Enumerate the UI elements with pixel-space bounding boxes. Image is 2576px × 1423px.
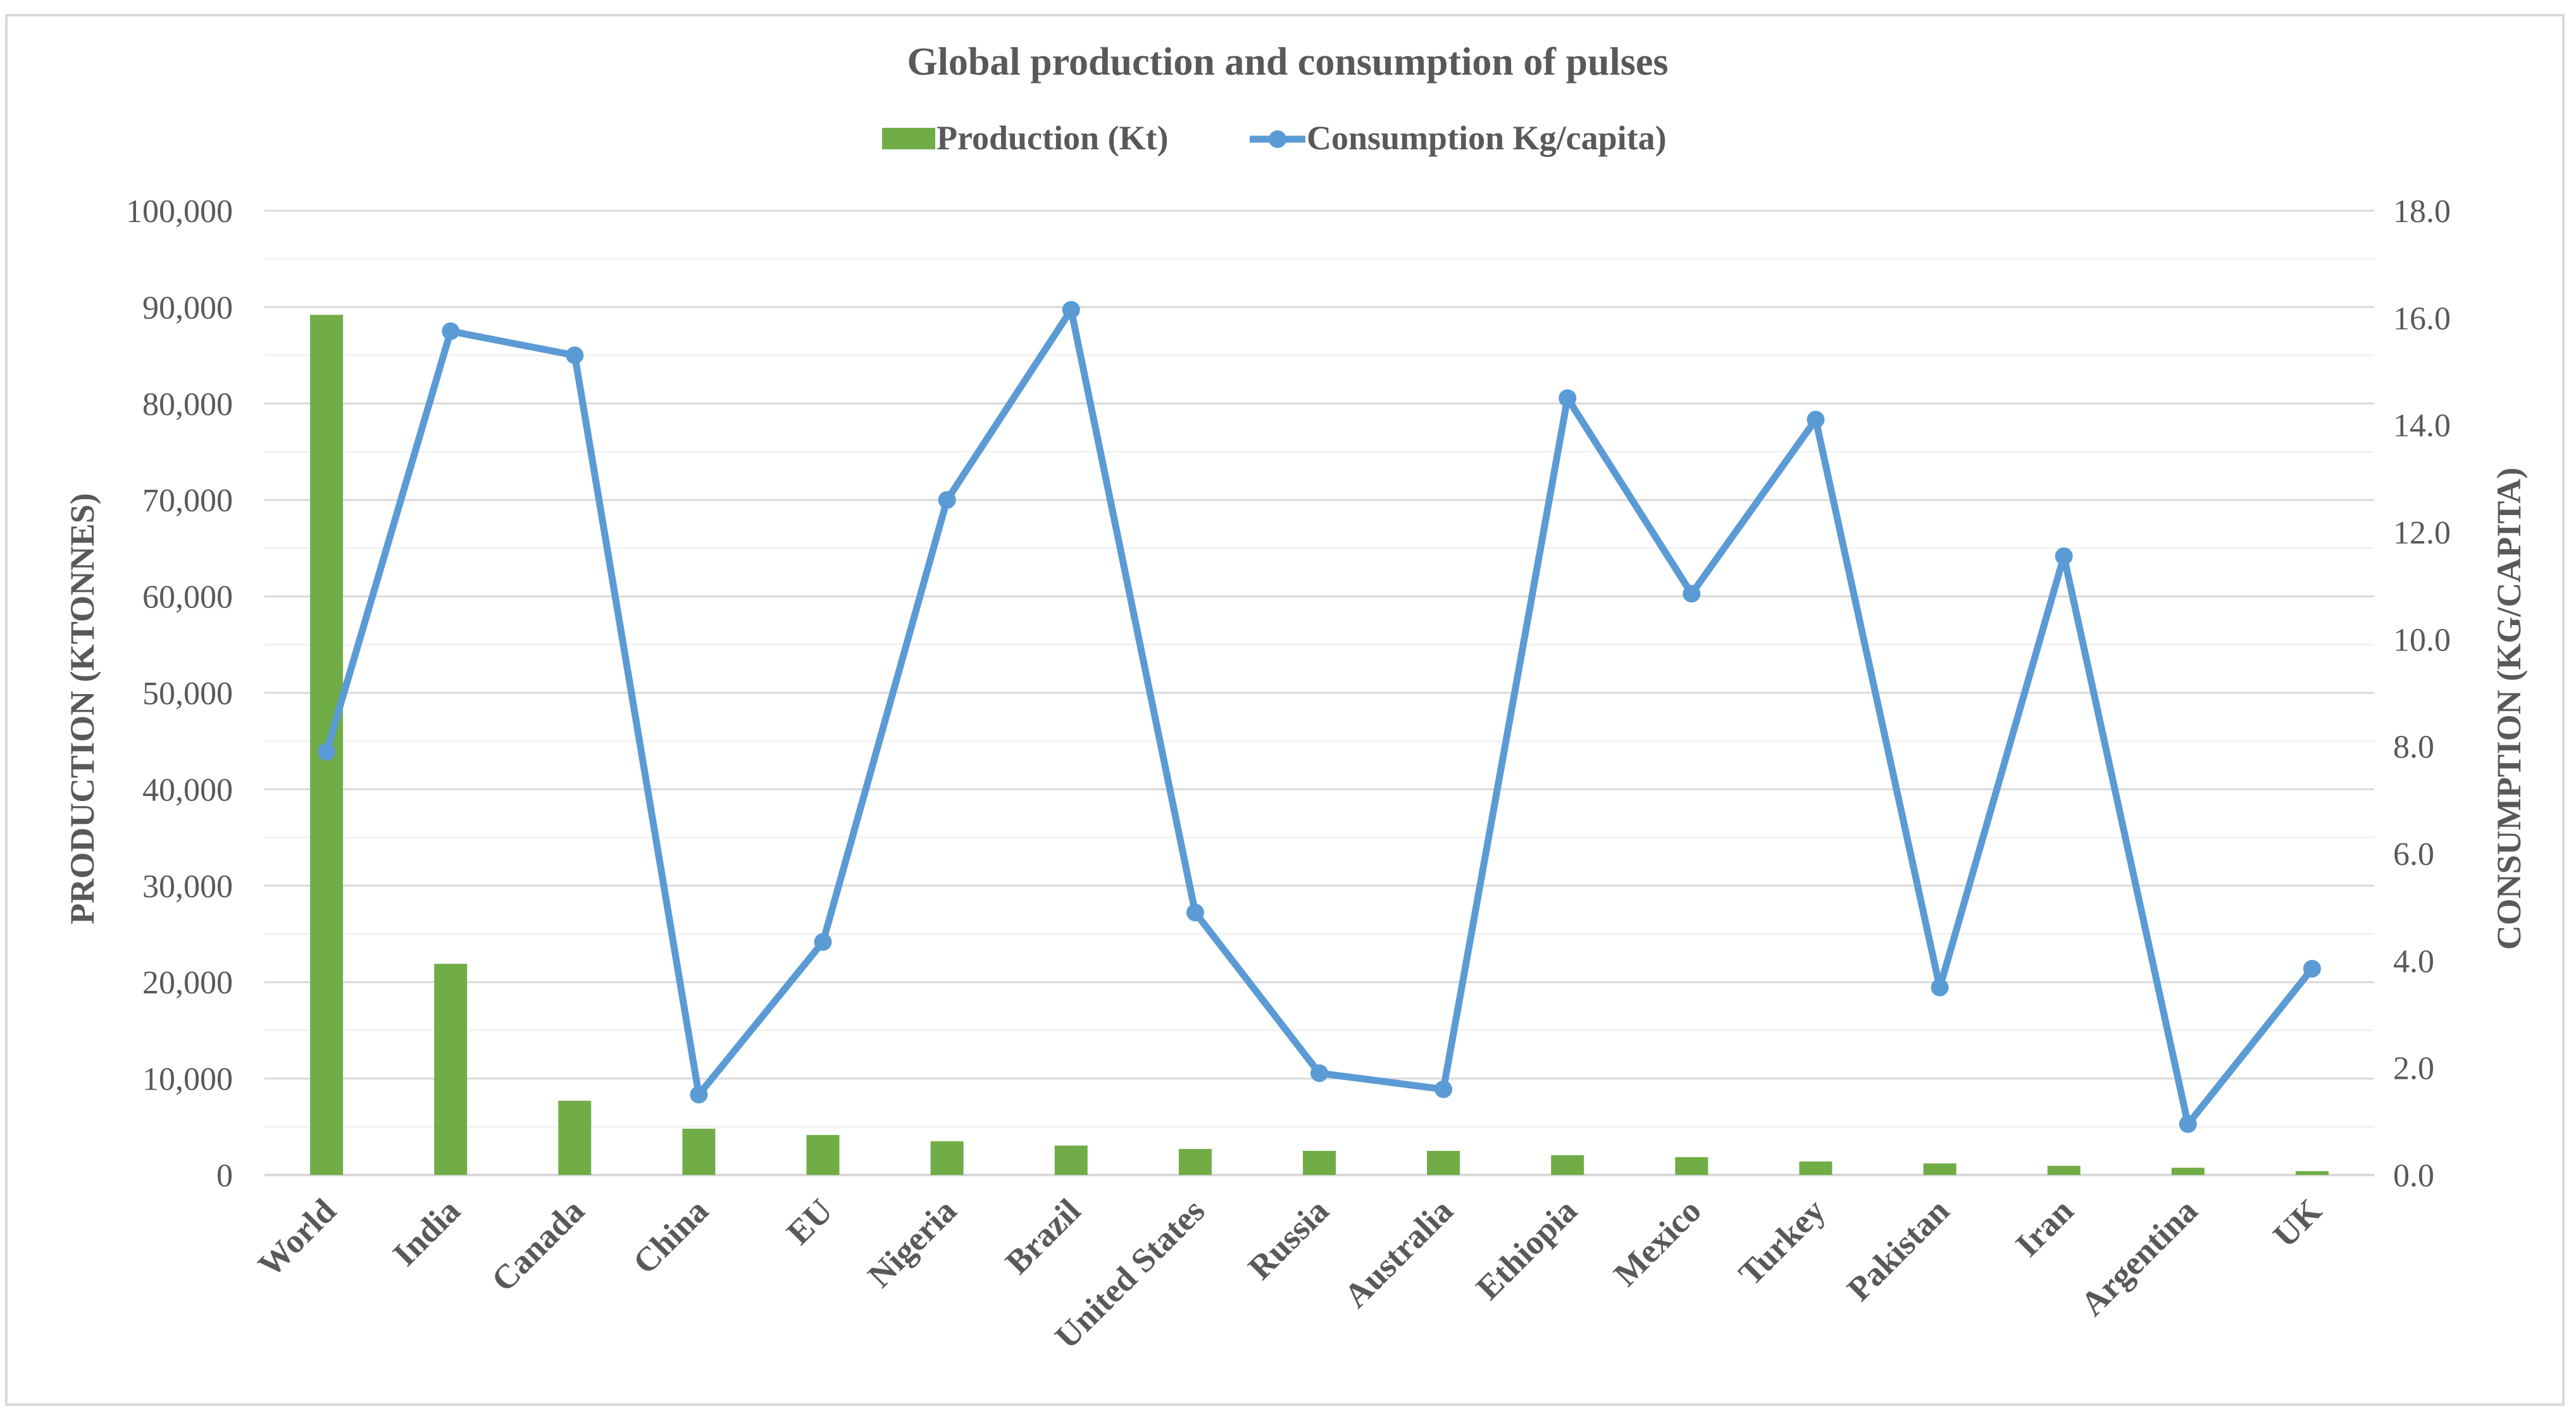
x-tick-label: Brazil xyxy=(998,1191,1088,1281)
bar-mexico xyxy=(1675,1157,1708,1175)
y-tick-label: 10,000 xyxy=(142,1062,233,1098)
legend-consumption-label: Consumption Kg/capita) xyxy=(1307,119,1667,157)
y-tick-label: 70,000 xyxy=(142,483,233,519)
x-tick-label: EU xyxy=(780,1191,840,1252)
bar-turkey xyxy=(1799,1161,1832,1175)
bar-pakistan xyxy=(1923,1163,1957,1175)
y-tick-label: 60,000 xyxy=(142,580,233,616)
legend: Production (Kt) Consumption Kg/capita) xyxy=(882,119,1667,157)
legend-consumption-marker xyxy=(1269,130,1286,148)
x-tick-label: Argentina xyxy=(2073,1191,2205,1323)
x-tick-label: Nigeria xyxy=(861,1191,964,1295)
point-nigeria xyxy=(938,491,956,509)
x-tick-label: World xyxy=(251,1191,343,1284)
production-bars xyxy=(310,314,2329,1175)
point-canada xyxy=(566,346,584,364)
point-mexico xyxy=(1683,585,1701,603)
x-tick-label: UK xyxy=(2266,1191,2329,1255)
x-tick-label: Mexico xyxy=(1607,1191,1708,1293)
y-tick-label: 20,000 xyxy=(142,965,233,1001)
point-world xyxy=(318,743,336,761)
x-tick-label: Pakistan xyxy=(1839,1191,1957,1308)
legend-production-label: Production (Kt) xyxy=(936,119,1168,157)
point-uk xyxy=(2303,960,2321,978)
bar-brazil xyxy=(1054,1145,1088,1175)
bar-iran xyxy=(2047,1165,2081,1175)
bar-eu xyxy=(806,1134,840,1175)
y2-tick-label: 10.0 xyxy=(2393,622,2451,658)
point-pakistan xyxy=(1931,978,1949,997)
bar-nigeria xyxy=(930,1141,964,1175)
y2-tick-label: 6.0 xyxy=(2393,836,2434,873)
consumption-line-series xyxy=(318,301,2321,1133)
x-tick-label: India xyxy=(385,1191,467,1273)
point-eu xyxy=(814,933,832,951)
category-axis-ticks: World India Canada China EU Nigeria BrazilUnit… xyxy=(251,1191,2329,1356)
x-tick-label: Russia xyxy=(1241,1191,1336,1287)
point-india xyxy=(442,322,460,340)
right-axis-title: CONSUMPTION (KG/CAPITA) xyxy=(2490,468,2528,950)
point-brazil xyxy=(1062,301,1080,319)
bar-uk xyxy=(2295,1171,2329,1175)
point-australia xyxy=(1434,1080,1453,1098)
y-tick-label: 0 xyxy=(216,1158,233,1194)
point-turkey xyxy=(1807,411,1825,429)
y2-tick-label: 18.0 xyxy=(2393,194,2451,230)
y-tick-label: 30,000 xyxy=(142,869,233,905)
gridlines xyxy=(264,209,2374,1176)
y2-tick-label: 4.0 xyxy=(2393,943,2434,979)
bar-australia xyxy=(1427,1150,1460,1175)
y2-tick-label: 0.0 xyxy=(2393,1158,2434,1194)
x-tick-label: Canada xyxy=(484,1191,592,1299)
bar-india xyxy=(434,964,468,1175)
bar-russia xyxy=(1303,1150,1336,1175)
y2-tick-label: 16.0 xyxy=(2393,301,2451,337)
chart-title: Global production and consumption of pul… xyxy=(907,40,1668,84)
y-tick-label: 90,000 xyxy=(142,290,233,326)
point-argentina xyxy=(2179,1115,2197,1133)
point-russia xyxy=(1310,1064,1328,1083)
bar-argentina xyxy=(2171,1167,2205,1175)
right-axis-ticks: 0.0 2.0 4.0 6.0 8.0 10.0 12.0 14.0 16.0 18.0 xyxy=(2393,194,2451,1194)
y2-tick-label: 8.0 xyxy=(2393,730,2434,766)
consumption-line xyxy=(323,306,2315,1128)
y-tick-label: 50,000 xyxy=(142,676,233,712)
bar-united-states xyxy=(1178,1148,1212,1175)
left-axis-ticks: 0 10,000 20,000 30,000 40,000 50,000 60,000 70,… xyxy=(126,194,233,1194)
point-china xyxy=(690,1086,708,1103)
x-tick-label: Ethiopia xyxy=(1469,1191,1584,1307)
x-tick-label: Australia xyxy=(1336,1191,1460,1315)
legend-production-swatch xyxy=(882,128,935,149)
point-ethiopia xyxy=(1559,389,1577,407)
point-iran xyxy=(2055,547,2073,566)
x-tick-label: Iran xyxy=(2008,1191,2081,1264)
bar-ethiopia xyxy=(1551,1155,1584,1175)
bar-canada xyxy=(558,1100,592,1175)
y-tick-label: 40,000 xyxy=(142,772,233,808)
x-tick-label: China xyxy=(626,1191,716,1281)
y2-tick-label: 14.0 xyxy=(2393,408,2451,444)
point-united-states xyxy=(1186,904,1204,922)
y-tick-label: 100,000 xyxy=(126,194,233,230)
left-axis-title: PRODUCTION (KTONNES) xyxy=(63,493,101,924)
y2-tick-label: 12.0 xyxy=(2393,515,2451,551)
y2-tick-label: 2.0 xyxy=(2393,1051,2434,1087)
bar-china xyxy=(682,1128,716,1175)
y-tick-label: 80,000 xyxy=(142,387,233,423)
x-tick-label: Turkey xyxy=(1731,1191,1832,1293)
